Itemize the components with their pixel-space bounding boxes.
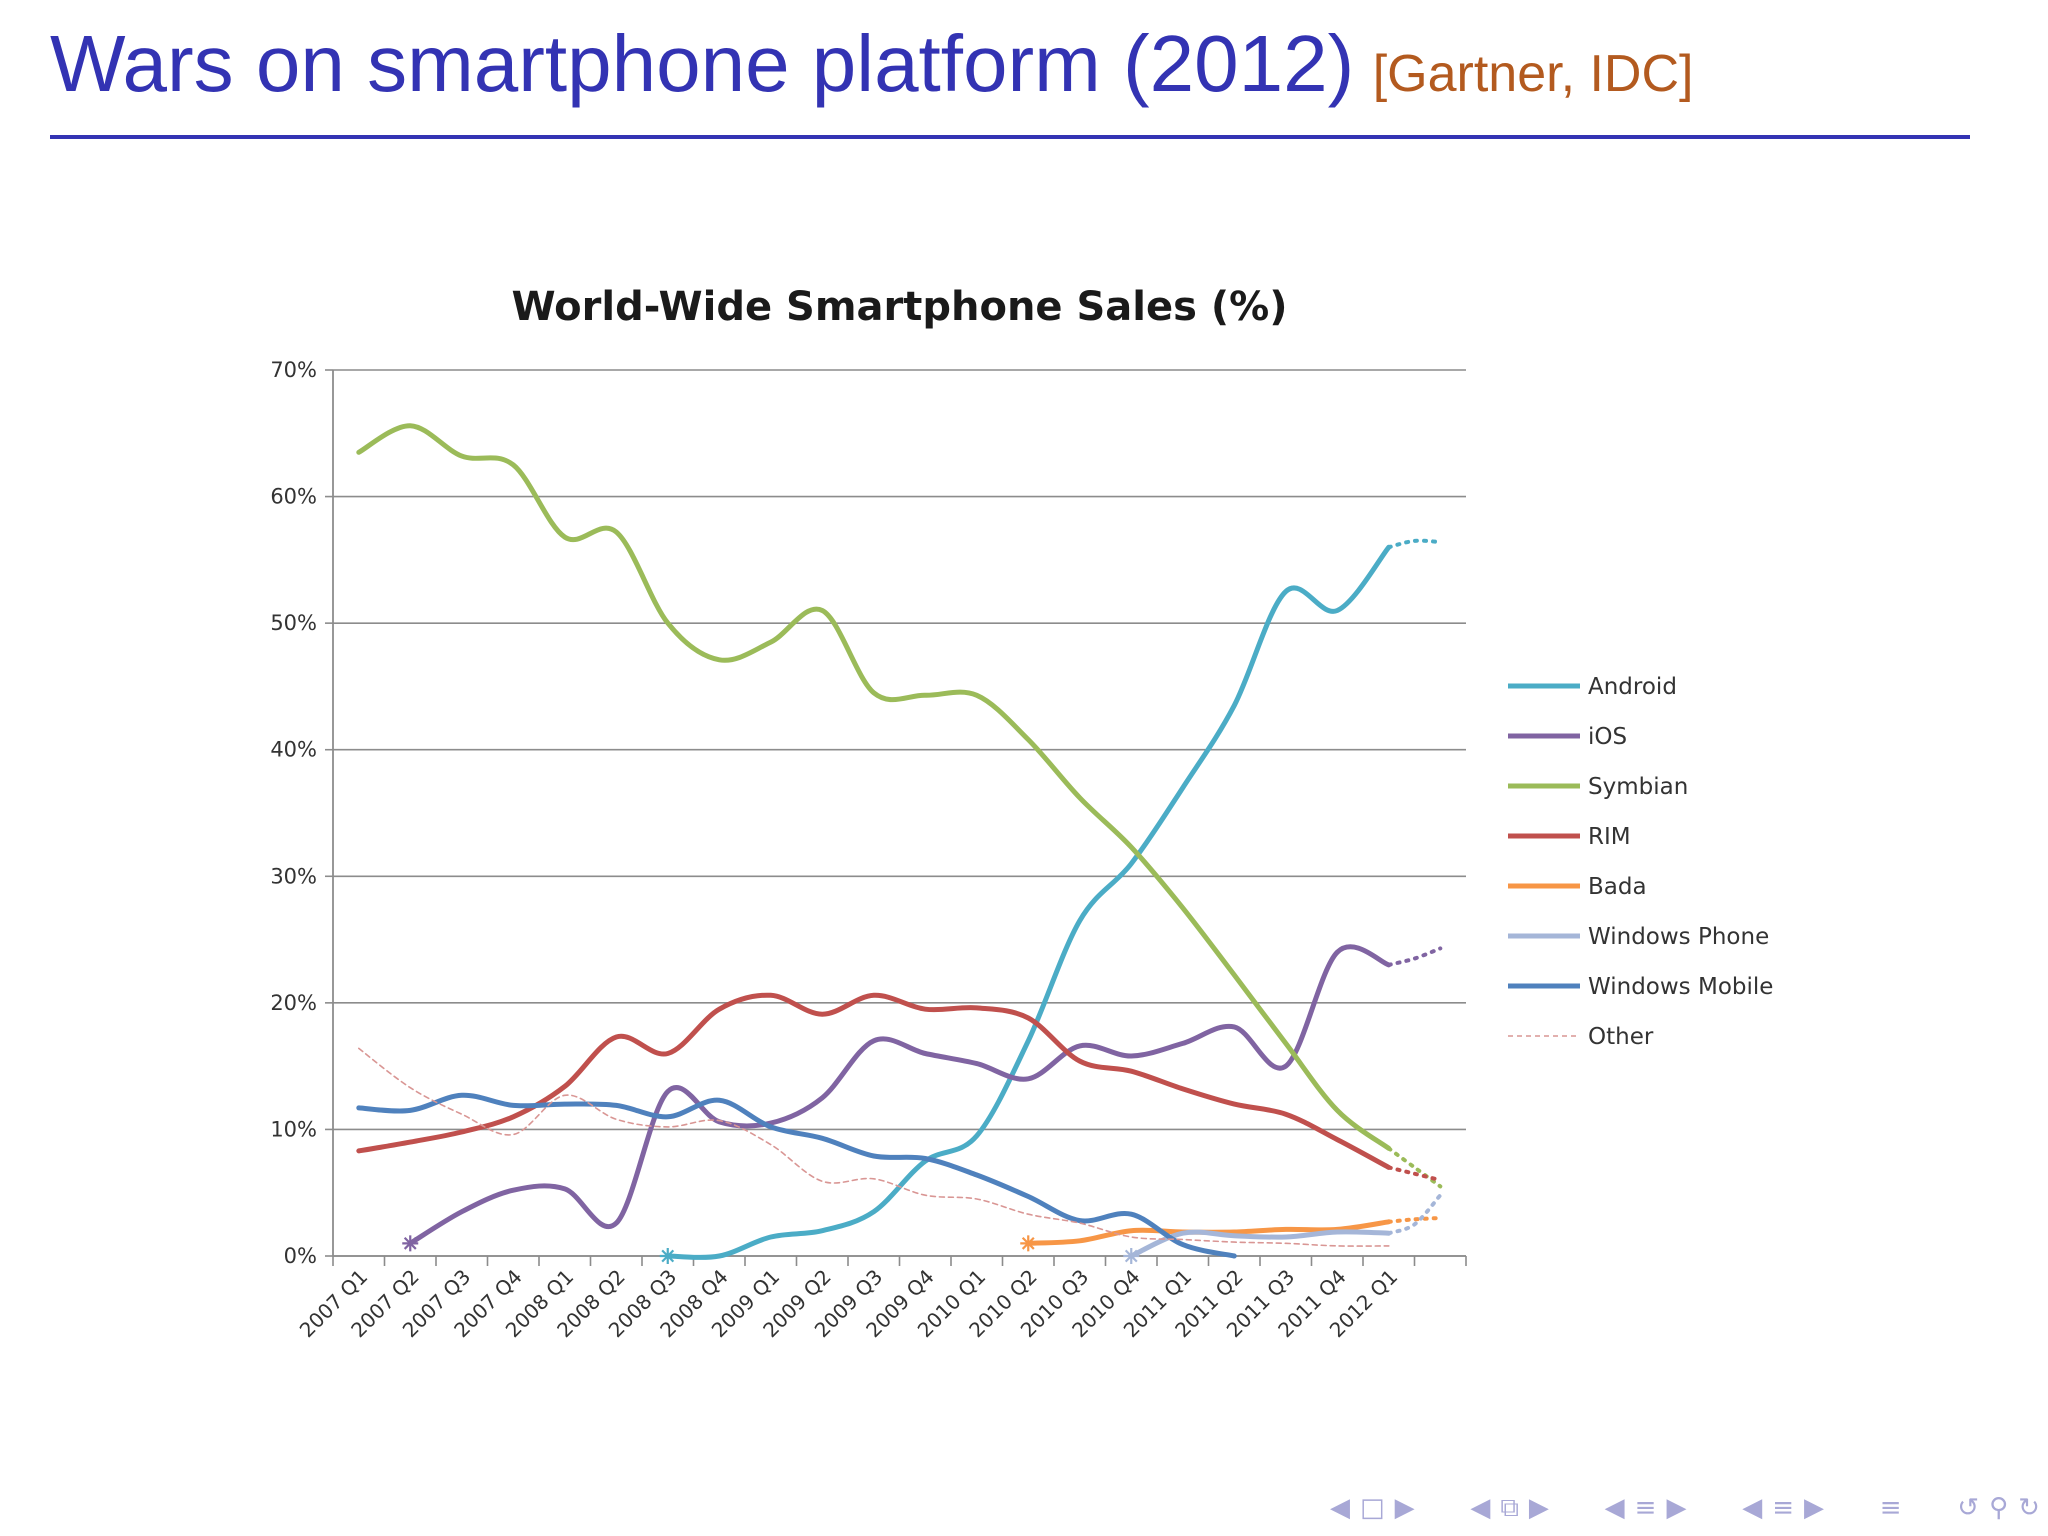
legend-label-windows-mobile: Windows Mobile xyxy=(1588,974,1773,1000)
legend-label-ios: iOS xyxy=(1588,724,1627,750)
legend-label-bada: Bada xyxy=(1588,874,1647,900)
series-line-windows-phone xyxy=(1128,1229,1392,1259)
series-projection-ios xyxy=(1386,946,1443,967)
series-line-rim xyxy=(356,992,1392,1170)
nav-align-icon[interactable]: ≡ xyxy=(1879,1493,1902,1523)
series-line-windows-mobile xyxy=(356,1092,1237,1259)
nav-search-group: ↺ ⚲ ↻ xyxy=(1957,1493,2040,1523)
series-projection-bada xyxy=(1386,1216,1443,1224)
y-tick-label: 60% xyxy=(270,485,317,509)
series-line-ios xyxy=(407,944,1392,1246)
nav-subsection-icon[interactable]: ≡ xyxy=(1634,1493,1657,1523)
nav-subsection-icon-2[interactable]: ≡ xyxy=(1772,1493,1794,1523)
plot-area: World-Wide Smartphone Sales (%) 0% 10% 20% 3… xyxy=(270,284,1773,1342)
chart-title: World-Wide Smartphone Sales (%) xyxy=(511,284,1287,330)
slide-source: [Gartner, IDC] xyxy=(1372,45,1694,103)
nav-section-prev-icon[interactable]: ◀ xyxy=(1470,1493,1491,1523)
y-tick-label: 70% xyxy=(270,358,317,382)
nav-subsection-next-icon-2[interactable]: ▶ xyxy=(1804,1493,1824,1523)
series-line-symbian xyxy=(356,423,1392,1151)
nav-section-next-icon[interactable]: ▶ xyxy=(1528,1493,1549,1523)
nav-frame-icon[interactable]: □ xyxy=(1360,1493,1385,1523)
series-projection-symbian xyxy=(1386,1146,1443,1189)
nav-subsection-next-icon[interactable]: ▶ xyxy=(1666,1493,1687,1523)
series-projection-windows-phone xyxy=(1386,1193,1443,1236)
slide-header: Wars on smartphone platform (2012) [Gart… xyxy=(50,14,1970,124)
legend-label-rim: RIM xyxy=(1588,824,1631,850)
beamer-navigation-bar: ◀ □ ▶ ◀ ⧉ ▶ ◀ ≡ ▶ ◀ ≡ ▶ ≡ ↺ ⚲ ↻ xyxy=(1330,1490,2040,1526)
y-tick-label: 0% xyxy=(284,1244,317,1268)
nav-loop-back-icon[interactable]: ↺ xyxy=(1957,1493,1980,1523)
nav-search-icon[interactable]: ⚲ xyxy=(1989,1493,2009,1523)
nav-frame-group: ◀ □ ▶ xyxy=(1330,1493,1415,1523)
y-tick-label: 40% xyxy=(270,738,317,762)
nav-section-icon[interactable]: ⧉ xyxy=(1500,1493,1519,1523)
y-tick-label: 30% xyxy=(270,864,317,888)
legend-label-other: Other xyxy=(1588,1024,1654,1050)
series-line-android xyxy=(665,544,1392,1260)
nav-next-icon[interactable]: ▶ xyxy=(1394,1493,1415,1523)
y-tick-label: 20% xyxy=(270,991,317,1015)
series-projection-android xyxy=(1386,538,1443,550)
nav-loop-icon[interactable]: ↻ xyxy=(2018,1493,2040,1523)
legend-label-android: Android xyxy=(1588,674,1677,700)
series-projection-rim xyxy=(1386,1165,1443,1183)
nav-subsection-prev-icon-2[interactable]: ◀ xyxy=(1742,1493,1763,1523)
nav-page-group: ◀ ≡ ▶ xyxy=(1742,1493,1824,1523)
slide-title: Wars on smartphone platform (2012) xyxy=(50,19,1355,108)
y-tick-label: 50% xyxy=(270,611,317,635)
nav-subsection-prev-icon[interactable]: ◀ xyxy=(1604,1493,1625,1523)
nav-align-group: ≡ xyxy=(1880,1493,1902,1523)
legend-label-symbian: Symbian xyxy=(1588,774,1688,800)
nav-section-group: ◀ ⧉ ▶ xyxy=(1470,1493,1549,1523)
nav-subsection-group: ◀ ≡ ▶ xyxy=(1605,1493,1687,1523)
nav-prev-icon[interactable]: ◀ xyxy=(1330,1493,1350,1523)
title-divider xyxy=(50,135,1970,139)
y-tick-label: 10% xyxy=(270,1117,317,1141)
series-line-other xyxy=(358,1047,1390,1247)
legend-label-windows-phone: Windows Phone xyxy=(1588,924,1769,950)
